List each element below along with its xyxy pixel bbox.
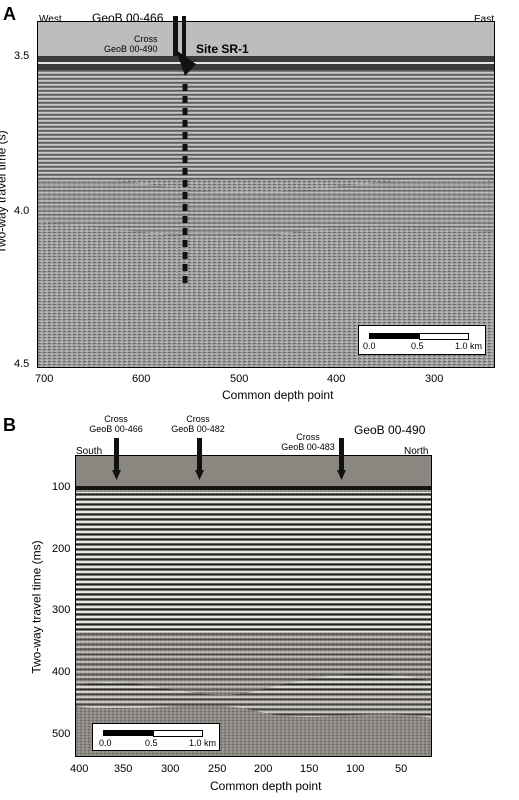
panel-b-ytick-500: 500 [52, 728, 71, 740]
south-label: South [76, 446, 103, 457]
cross-label-483: Cross GeoB 00-483 [276, 432, 340, 452]
panel-a-xtick-400: 400 [327, 373, 346, 385]
panel-a-cross-label-line2: GeoB 00-490 [104, 44, 158, 54]
panel-a-ytick-4-0: 4.0 [14, 205, 30, 217]
panel-a-ytick-3-5: 3.5 [14, 50, 30, 62]
cross-466-line1: Cross [104, 414, 128, 424]
scale-bar-black [103, 730, 153, 736]
panel-b-seismic-section [75, 455, 432, 757]
cross-arrow-icon [195, 470, 204, 480]
panel-a-xlabel: Common depth point [222, 388, 334, 402]
cross-482-line1: Cross [186, 414, 210, 424]
scale-label-1km: 1.0 km [189, 738, 217, 748]
scale-bar-white [153, 730, 203, 737]
panel-b-scale-bar: 0.0 0.5 1.0 km [92, 723, 220, 751]
scale-label-half: 0.5 [145, 738, 158, 748]
site-marker [173, 16, 196, 286]
panel-b-ytick-200: 200 [52, 543, 71, 555]
east-label: East [474, 14, 495, 25]
panel-a-ytick-4-5: 4.5 [14, 358, 30, 370]
panel-b-xtick-150: 150 [300, 763, 319, 775]
site-arrow-icon [176, 50, 196, 76]
panel-b-ytick-300: 300 [52, 604, 71, 616]
panel-a-xtick-700: 700 [35, 373, 54, 385]
cross-marker-466 [112, 438, 121, 480]
scale-bar-black [369, 333, 419, 339]
panel-a-seismic-section [37, 21, 495, 368]
panel-b-xlabel: Common depth point [210, 779, 322, 793]
cross-483-line2: GeoB 00-483 [281, 442, 335, 452]
panel-a-xtick-500: 500 [230, 373, 249, 385]
panel-a-cross-label-line1: Cross [134, 34, 158, 44]
cross-marker-482 [195, 438, 204, 480]
cross-482-line2: GeoB 00-482 [171, 424, 225, 434]
panel-b-ytick-400: 400 [52, 666, 71, 678]
panel-a-profile-title: GeoB 00-466 [92, 11, 164, 25]
panel-a-cross-label: Cross GeoB 00-490 [104, 34, 158, 54]
cross-483-line1: Cross [296, 432, 320, 442]
north-label: North [404, 446, 429, 457]
cross-466-line2: GeoB 00-466 [89, 424, 143, 434]
panel-b-xtick-100: 100 [346, 763, 365, 775]
panel-b-profile-title: GeoB 00-490 [354, 423, 426, 437]
cross-marker-post [173, 16, 178, 56]
cross-arrow-icon [337, 470, 346, 480]
scale-label-0: 0.0 [363, 341, 376, 351]
site-label: Site SR-1 [196, 42, 249, 56]
panel-b-xtick-300: 300 [161, 763, 180, 775]
cross-marker-483 [337, 438, 346, 480]
site-marker-post [182, 16, 186, 56]
panel-b-xtick-250: 250 [208, 763, 227, 775]
panel-a-ylabel: Two-way travel time (s) [0, 130, 9, 254]
panel-a-seismic-image [38, 22, 494, 367]
scale-bar-white [419, 333, 469, 340]
cross-arrow-icon [112, 470, 121, 480]
panel-a-letter: A [3, 4, 16, 24]
panel-a-xtick-300: 300 [425, 373, 444, 385]
west-label: West [39, 14, 62, 25]
panel-b-xtick-50: 50 [395, 763, 408, 775]
panel-b-xtick-400: 400 [70, 763, 89, 775]
panel-a-scale-bar: 0.0 0.5 1.0 km [358, 325, 486, 355]
cross-label-466: Cross GeoB 00-466 [84, 414, 148, 434]
panel-b-xtick-350: 350 [114, 763, 133, 775]
scale-label-half: 0.5 [411, 341, 424, 351]
scale-label-1km: 1.0 km [455, 341, 483, 351]
panel-a-xtick-600: 600 [132, 373, 151, 385]
scale-label-0: 0.0 [99, 738, 112, 748]
panel-b-ylabel: Two-way travel time (ms) [29, 540, 44, 674]
panel-b-seismic-image [76, 456, 431, 756]
panel-b-letter: B [3, 415, 16, 435]
panel-b-ytick-100: 100 [52, 481, 71, 493]
panel-b-xtick-200: 200 [254, 763, 273, 775]
cross-label-482: Cross GeoB 00-482 [166, 414, 230, 434]
